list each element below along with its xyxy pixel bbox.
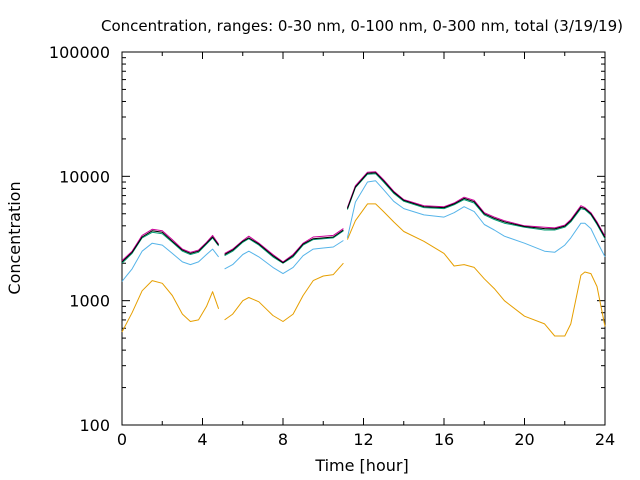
- y-tick-label: 10000: [59, 167, 110, 186]
- y-tick-label: 100000: [49, 43, 110, 62]
- series-line-2-segment-1: [224, 230, 344, 264]
- series-line-3-segment-1: [224, 228, 344, 263]
- x-tick-label: 8: [278, 430, 288, 449]
- plot-frame: [121, 51, 606, 426]
- series-line-1-segment-1: [224, 240, 344, 275]
- y-tick-label: 100: [79, 416, 110, 435]
- x-tick-label: 0: [117, 430, 127, 449]
- series-line-1-segment-2: [346, 180, 606, 258]
- x-tick-label: 24: [595, 430, 615, 449]
- series-line-4-segment-1: [224, 229, 344, 264]
- series-line-1-segment-0: [121, 242, 219, 282]
- x-tick-label: 16: [434, 430, 454, 449]
- series-line-3-segment-2: [346, 171, 606, 237]
- chart-title: Concentration, ranges: 0-30 nm, 0-100 nm…: [101, 17, 623, 35]
- x-tick-label: 12: [353, 430, 373, 449]
- series-line-2-segment-2: [346, 173, 606, 239]
- y-axis-label: Concentration: [5, 181, 24, 294]
- series-line-2-segment-0: [121, 231, 220, 264]
- series-line-0-segment-1: [224, 262, 344, 322]
- series-line-4-segment-0: [121, 230, 220, 263]
- x-tick-label: 20: [514, 430, 534, 449]
- series-layer: [121, 171, 606, 337]
- plot-border: [121, 51, 606, 426]
- x-tick-label: 4: [197, 430, 207, 449]
- series-line-3-segment-0: [121, 228, 220, 261]
- y-axis: 100 1000 10000 100000: [49, 43, 605, 435]
- x-axis-label: Time [hour]: [314, 456, 408, 475]
- y-tick-label: 1000: [69, 292, 110, 311]
- series-line-4-segment-2: [346, 172, 606, 238]
- x-axis: 0 4 8 12 16 20 24: [117, 52, 615, 449]
- series-line-0-segment-2: [346, 203, 606, 337]
- series-line-0-segment-0: [121, 280, 220, 333]
